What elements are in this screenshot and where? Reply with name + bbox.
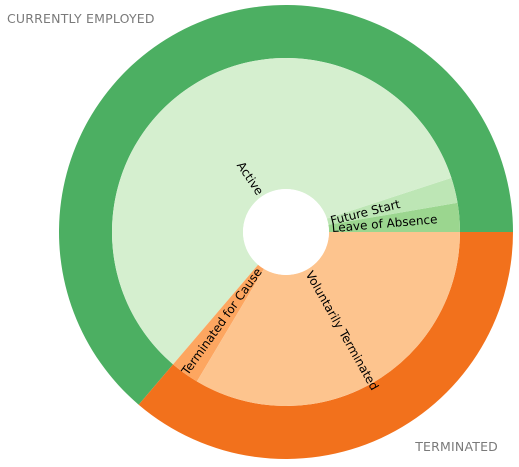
inner-slice-active[interactable]	[111, 57, 452, 365]
inner-slice-terminated-for-cause[interactable]	[173, 264, 264, 382]
inner-ring	[111, 57, 460, 406]
outer-label-terminated: TERMINATED	[414, 439, 498, 454]
inner-slice-future-start[interactable]	[326, 177, 458, 225]
inner-slice-leave-of-absence[interactable]	[328, 202, 460, 232]
outer-ring	[58, 4, 514, 459]
outer-labels: CURRENTLY EMPLOYED TERMINATED	[7, 11, 498, 454]
outer-label-currently-employed: CURRENTLY EMPLOYED	[7, 11, 155, 26]
inner-slice-voluntarily-terminated[interactable]	[196, 232, 460, 406]
outer-slice-currently-employed[interactable]	[58, 4, 514, 405]
outer-slice-terminated[interactable]	[138, 232, 513, 459]
center-hole	[243, 189, 329, 275]
